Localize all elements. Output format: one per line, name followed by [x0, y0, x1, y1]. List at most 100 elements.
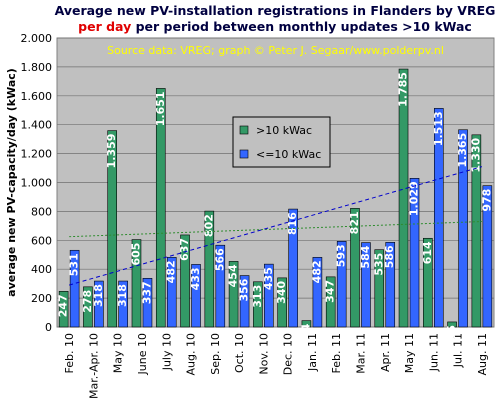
value-label: 531 — [68, 253, 81, 276]
value-label: 482 — [165, 260, 178, 283]
y-tick-label: 600 — [31, 234, 52, 247]
subtitle: Source data: VREG; graph © Peter J. Sega… — [107, 44, 444, 57]
x-tick-label: Mar. 11 — [354, 333, 367, 374]
x-tick-label: Nov. 10 — [257, 333, 270, 375]
bar — [447, 321, 457, 328]
legend-label: <=10 kWac — [256, 148, 321, 161]
bar — [423, 237, 433, 328]
y-tick-label: 2.000 — [21, 32, 53, 45]
bar — [228, 261, 239, 328]
value-label: 802 — [202, 214, 215, 237]
x-tick-label: Jul. 11 — [452, 333, 465, 368]
bar — [58, 291, 69, 328]
bar — [131, 239, 142, 328]
value-label: 614 — [421, 241, 434, 264]
bar — [253, 281, 263, 328]
chart-title-line2: per day per period between monthly updat… — [78, 19, 472, 34]
title-rest: per period between monthly updates >10 k… — [131, 19, 472, 34]
x-tick-label: June 10 — [136, 333, 149, 375]
bar — [374, 249, 385, 328]
trendline — [69, 166, 482, 286]
value-label: 1.330 — [469, 137, 482, 172]
value-label: 454 — [227, 264, 240, 287]
value-label: 584 — [359, 245, 372, 268]
x-tick-label: July 10 — [160, 333, 173, 371]
value-label: 482 — [310, 260, 323, 283]
x-tick-label: May 11 — [403, 333, 416, 373]
value-label: 278 — [81, 290, 94, 313]
value-label: 816 — [286, 212, 299, 235]
legend-swatch — [239, 125, 249, 135]
bar — [215, 244, 226, 328]
y-axis-label: average new PV-capacity/day (kWac) — [5, 68, 18, 297]
bar — [434, 108, 444, 328]
value-label: 1.365 — [456, 133, 469, 168]
value-label: 821 — [348, 211, 361, 234]
bar — [107, 130, 117, 328]
x-tick-label: Oct. 10 — [233, 333, 246, 373]
value-label: 44 — [299, 323, 312, 339]
value-label: 1.785 — [397, 72, 410, 107]
y-tick-label: 1.200 — [21, 148, 53, 161]
x-tick-label: Dec. 10 — [282, 333, 295, 375]
bar — [336, 241, 347, 328]
x-tick-label: Mar.-Apr. 10 — [87, 333, 100, 399]
x-tick-label: Aug. 10 — [185, 333, 198, 375]
value-label: 1.513 — [432, 111, 445, 146]
bar — [350, 208, 360, 328]
value-label: 433 — [189, 267, 202, 290]
value-label: 347 — [324, 280, 337, 303]
y-tick-label: 400 — [31, 263, 52, 276]
y-tick-label: 1.400 — [21, 119, 53, 132]
x-tick-label: Jun. 11 — [427, 333, 440, 372]
bar — [191, 264, 201, 328]
bar — [288, 208, 298, 328]
value-label: 586 — [383, 245, 396, 268]
value-label: 313 — [251, 285, 264, 308]
bar — [180, 234, 190, 328]
legend-label: >10 kWac — [256, 124, 312, 137]
y-tick-label: 1.600 — [21, 90, 53, 103]
value-label: 566 — [213, 248, 226, 271]
bar — [69, 249, 80, 328]
value-label: 1.651 — [154, 91, 167, 126]
y-tick-label: 0 — [45, 321, 52, 334]
value-label: 247 — [57, 294, 70, 317]
value-label: 593 — [335, 244, 348, 267]
bar — [458, 129, 468, 328]
value-label: 337 — [140, 281, 153, 304]
bar — [264, 263, 274, 328]
x-tick-label: Jan. 11 — [306, 333, 319, 372]
value-label: 605 — [129, 243, 142, 266]
x-tick-label: Feb. 10 — [63, 333, 76, 373]
y-tick-label: 200 — [31, 292, 52, 305]
chart-title: Average new PV-installation registration… — [55, 3, 496, 18]
legend: >10 kWac <=10 kWac — [232, 116, 331, 168]
x-tick-label: Aug. 11 — [476, 333, 489, 375]
value-label: 435 — [262, 267, 275, 290]
bar — [239, 275, 250, 328]
bar — [409, 178, 420, 328]
x-tick-label: Feb. 11 — [330, 333, 343, 373]
bar — [204, 210, 215, 328]
value-label: 637 — [178, 238, 191, 261]
bar — [142, 278, 153, 328]
value-label: 535 — [372, 253, 385, 276]
x-tick-label: Sep. 10 — [209, 333, 222, 375]
value-label: 356 — [238, 278, 251, 301]
value-label: 340 — [275, 281, 288, 304]
legend-swatch — [239, 149, 249, 159]
bar — [471, 134, 482, 328]
bar — [118, 280, 128, 328]
bar — [166, 257, 177, 328]
title-highlight: per day — [78, 19, 131, 34]
bar — [301, 320, 312, 328]
bar — [398, 68, 409, 328]
value-label: 318 — [92, 284, 105, 307]
bar — [385, 242, 396, 328]
trendline — [69, 221, 482, 238]
value-label: 318 — [116, 284, 129, 307]
value-label: 1.359 — [105, 134, 118, 169]
bar — [312, 257, 323, 328]
